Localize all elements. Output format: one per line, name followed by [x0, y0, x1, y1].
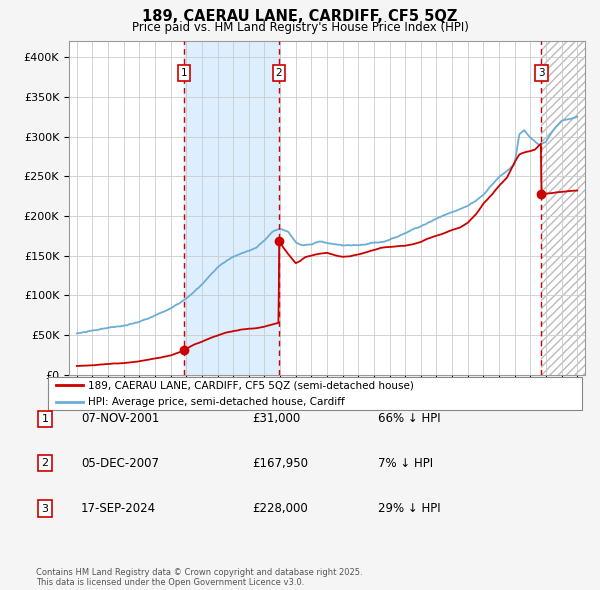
Text: 189, CAERAU LANE, CARDIFF, CF5 5QZ: 189, CAERAU LANE, CARDIFF, CF5 5QZ — [142, 9, 458, 24]
Text: Contains HM Land Registry data © Crown copyright and database right 2025.
This d: Contains HM Land Registry data © Crown c… — [36, 568, 362, 587]
Bar — [541, 41, 585, 375]
Text: 05-DEC-2007: 05-DEC-2007 — [81, 457, 159, 470]
Text: 189, CAERAU LANE, CARDIFF, CF5 5QZ (semi-detached house): 189, CAERAU LANE, CARDIFF, CF5 5QZ (semi… — [88, 381, 414, 390]
Text: 3: 3 — [41, 504, 49, 513]
Text: 29% ↓ HPI: 29% ↓ HPI — [378, 502, 440, 515]
Text: £167,950: £167,950 — [252, 457, 308, 470]
Text: 1: 1 — [41, 414, 49, 424]
Text: HPI: Average price, semi-detached house, Cardiff: HPI: Average price, semi-detached house,… — [88, 397, 345, 407]
Text: £228,000: £228,000 — [252, 502, 308, 515]
Text: 7% ↓ HPI: 7% ↓ HPI — [378, 457, 433, 470]
Text: £31,000: £31,000 — [252, 412, 300, 425]
Bar — [541, 41, 585, 375]
Text: Price paid vs. HM Land Registry's House Price Index (HPI): Price paid vs. HM Land Registry's House … — [131, 21, 469, 34]
Text: 07-NOV-2001: 07-NOV-2001 — [81, 412, 160, 425]
Text: 1: 1 — [181, 68, 187, 78]
Bar — [184, 41, 279, 375]
FancyBboxPatch shape — [48, 377, 582, 410]
Text: 66% ↓ HPI: 66% ↓ HPI — [378, 412, 440, 425]
Text: 17-SEP-2024: 17-SEP-2024 — [81, 502, 156, 515]
Text: 2: 2 — [275, 68, 282, 78]
Text: 3: 3 — [538, 68, 545, 78]
Text: 2: 2 — [41, 458, 49, 468]
